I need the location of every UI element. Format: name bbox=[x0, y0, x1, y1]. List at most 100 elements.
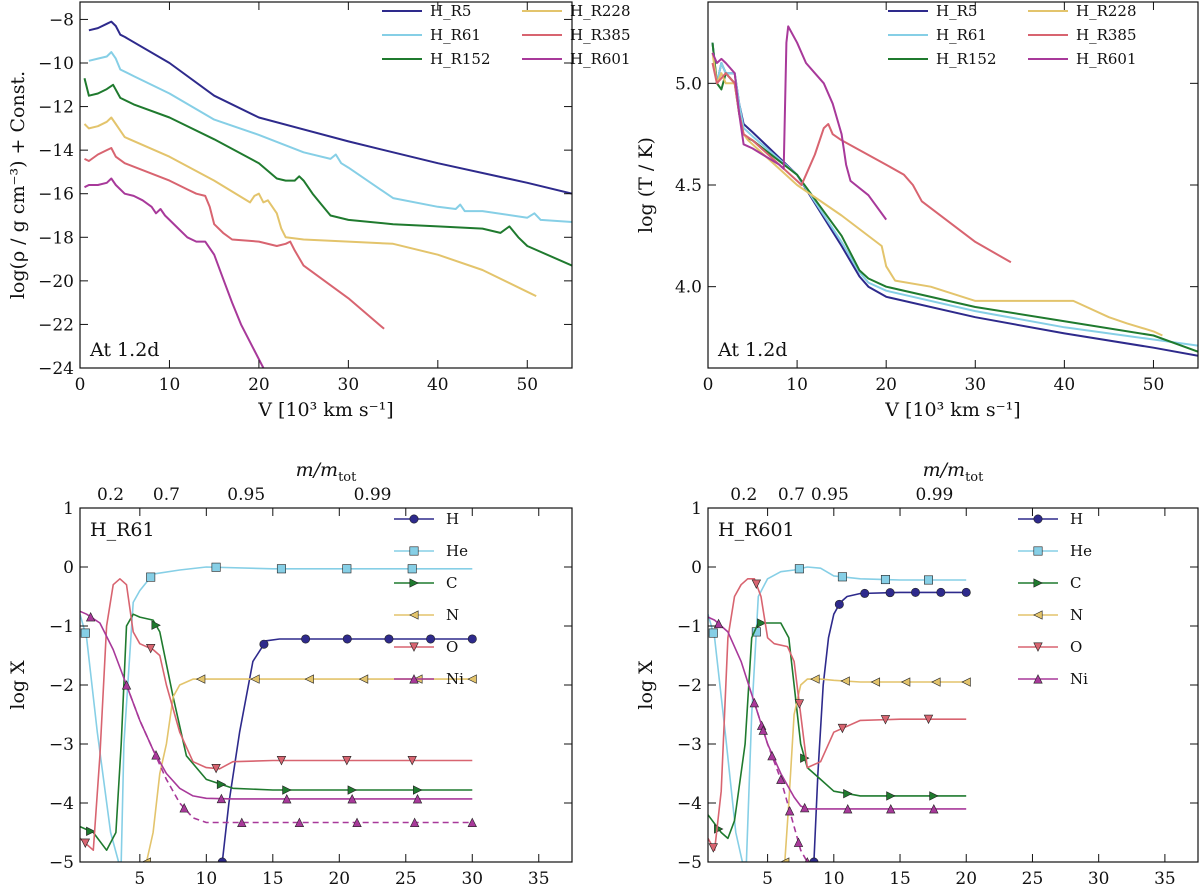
y-tick-label: −20 bbox=[38, 272, 74, 292]
series-marker-he bbox=[794, 564, 804, 574]
y-tick-label: −3 bbox=[677, 735, 702, 755]
x-tick-label: 20 bbox=[328, 869, 350, 889]
x-axis-label: V [10³ km s⁻¹] bbox=[257, 399, 393, 421]
series-marker-c bbox=[886, 791, 896, 801]
x-tick-label: 40 bbox=[1054, 375, 1076, 395]
series-marker-n bbox=[250, 674, 260, 684]
series-line-h_r601 bbox=[711, 25, 888, 221]
series-marker-o bbox=[751, 579, 762, 589]
legend-label: H_R5 bbox=[430, 2, 471, 20]
legend: H He CNO Ni bbox=[1018, 510, 1092, 688]
legend-label: H_R385 bbox=[570, 26, 631, 44]
series-marker-h bbox=[961, 587, 971, 597]
series-line-h_r228 bbox=[711, 52, 1163, 337]
legend-label: H_R61 bbox=[430, 26, 481, 44]
series-marker-ni bbox=[713, 618, 724, 629]
series-marker-ni-dashed bbox=[767, 750, 777, 761]
legend-label: H_R228 bbox=[1076, 2, 1137, 20]
y-tick-label: −18 bbox=[38, 228, 74, 248]
x-tick-label: 10 bbox=[159, 375, 181, 395]
series-marker-n bbox=[900, 677, 911, 687]
y-tick-label: −1 bbox=[49, 617, 74, 637]
legend-label: N bbox=[1070, 606, 1083, 624]
panel-annotation: H_R601 bbox=[718, 519, 795, 541]
legend-marker bbox=[409, 546, 419, 556]
top-axis-label: m/mtot bbox=[923, 459, 984, 485]
series-marker-ni-dashed bbox=[409, 817, 420, 827]
y-tick-label: 4.0 bbox=[675, 278, 702, 298]
x-tick-label: 35 bbox=[528, 869, 550, 889]
series-marker-he bbox=[880, 575, 890, 585]
top-tick-label: 0.2 bbox=[97, 485, 124, 505]
series-marker-n bbox=[779, 857, 790, 862]
y-axis-label: log X bbox=[7, 660, 29, 710]
legend-marker bbox=[1033, 514, 1043, 524]
series-marker-h bbox=[910, 587, 920, 597]
legend-label: C bbox=[446, 574, 457, 592]
panel-annotation: H_R61 bbox=[90, 519, 155, 541]
x-tick-label: 30 bbox=[338, 375, 360, 395]
series-marker-c bbox=[282, 785, 292, 795]
series-line-h_r5 bbox=[88, 20, 572, 195]
legend-marker bbox=[1033, 642, 1043, 652]
panel-temperature: 0 10 20 30 40 50 4.0 4.5 5.0 V [10³ km s⁻¹] log (T… bbox=[635, 1, 1199, 421]
legend-label: N bbox=[446, 606, 459, 624]
legend-label: Ni bbox=[446, 670, 464, 688]
series-marker-h bbox=[936, 587, 946, 597]
series-line-h_r601 bbox=[84, 177, 265, 368]
series-line-n bbox=[145, 678, 473, 862]
x-tick-label: 5 bbox=[762, 869, 773, 889]
legend-label: He bbox=[1070, 542, 1092, 560]
x-tick-label: 5 bbox=[134, 869, 145, 889]
legend-label: H_R601 bbox=[1076, 50, 1137, 68]
series-line-h_r385 bbox=[711, 62, 1012, 264]
series-marker-h bbox=[860, 588, 870, 598]
series-line-h bbox=[221, 638, 473, 862]
y-tick-label: −2 bbox=[677, 676, 702, 696]
series-marker-n bbox=[358, 674, 369, 684]
series-marker-h bbox=[301, 634, 311, 644]
series-marker-ni bbox=[216, 793, 227, 804]
series-marker-o bbox=[794, 699, 805, 709]
series-marker-c bbox=[800, 753, 810, 763]
y-tick-label: −5 bbox=[677, 853, 702, 873]
series-marker-h bbox=[342, 634, 352, 644]
x-axis-label: V [10³ km s⁻¹] bbox=[884, 399, 1020, 421]
series-line-n bbox=[784, 678, 967, 862]
x-tick-label: 50 bbox=[1143, 375, 1165, 395]
y-tick-label: 0 bbox=[63, 558, 74, 578]
series-marker-o bbox=[276, 756, 287, 766]
series-marker-ni-dashed bbox=[121, 680, 132, 690]
x-tick-label: 10 bbox=[196, 869, 218, 889]
series-marker-ni bbox=[412, 793, 423, 804]
y-tick-label: 1 bbox=[63, 499, 74, 519]
legend-label: H_R385 bbox=[1076, 26, 1137, 44]
series-marker-he bbox=[276, 564, 286, 574]
series-marker-c bbox=[151, 620, 161, 630]
series-marker-n bbox=[840, 676, 850, 686]
legend-label: O bbox=[446, 638, 458, 656]
legend-label: H_R152 bbox=[936, 50, 997, 68]
series-marker-he bbox=[80, 628, 90, 638]
legend-label: H bbox=[446, 510, 459, 528]
y-axis-label: log (T / K) bbox=[635, 137, 657, 233]
series-marker-ni-dashed bbox=[294, 817, 305, 827]
y-tick-label: 0 bbox=[691, 558, 702, 578]
x-tick-label: 0 bbox=[703, 375, 714, 395]
x-tick-label: 10 bbox=[786, 375, 808, 395]
series-marker-o bbox=[407, 756, 417, 766]
series-marker-ni bbox=[886, 804, 896, 814]
legend-marker bbox=[409, 674, 419, 684]
series-group bbox=[708, 564, 971, 862]
legend-label: O bbox=[1070, 638, 1082, 656]
series-marker-h bbox=[467, 634, 477, 644]
x-tick-label: 50 bbox=[516, 375, 538, 395]
plot-frame bbox=[79, 507, 573, 863]
series-line-o bbox=[708, 578, 967, 851]
legend-marker bbox=[1033, 674, 1043, 684]
y-tick-label: −16 bbox=[38, 185, 74, 205]
x-tick-label: 30 bbox=[461, 869, 483, 889]
series-line-he bbox=[80, 566, 473, 862]
y-tick-label: 4.5 bbox=[675, 176, 702, 196]
